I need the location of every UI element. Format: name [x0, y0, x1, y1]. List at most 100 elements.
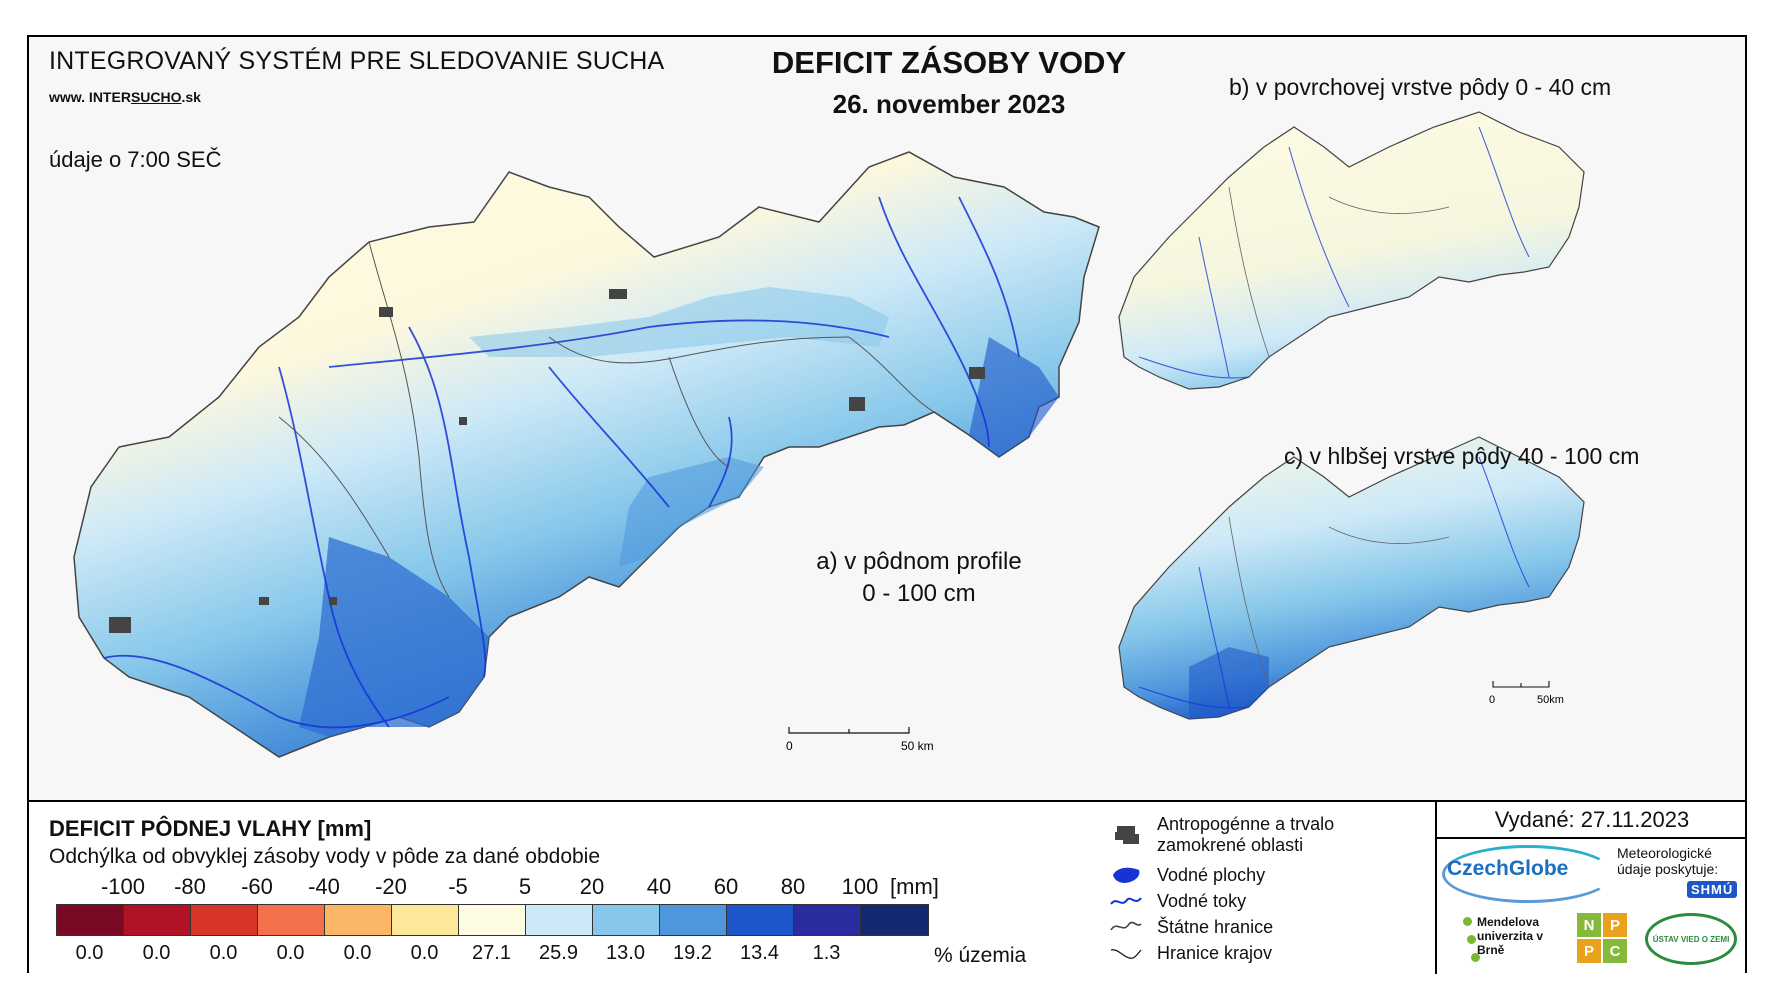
legend-swatch	[526, 905, 593, 935]
inset-c-territory	[1118, 436, 1585, 720]
legend-swatch	[124, 905, 191, 935]
legend-percentage: 25.9	[539, 942, 578, 964]
maps-canvas: 0 50 km	[73, 111, 1585, 758]
legend-unit: [mm]	[890, 874, 939, 899]
legend-tick-label: -80	[174, 874, 206, 899]
legend-tick-label: -100	[100, 874, 146, 899]
legend-tick-label: 20	[579, 874, 605, 899]
organization-title: INTEGROVANÝ SYSTÉM PRE SLEDOVANIE SUCHA	[49, 47, 665, 75]
symbol-anthropogenic: Antropogénne a trvalo zamokrené oblasti	[1109, 814, 1377, 856]
river-icon	[1110, 897, 1142, 905]
inset-scale-start: 0	[1489, 694, 1495, 706]
legend-swatch	[392, 905, 459, 935]
symbol-legend: Antropogénne a trvalo zamokrené oblasti …	[1109, 802, 1439, 974]
legend-tick-label: 5	[518, 874, 532, 899]
czechglobe-logo-ring	[1442, 845, 1614, 903]
legend-percentage: 0.0	[209, 942, 238, 964]
issued-date: Vydané: 27.11.2023	[1437, 802, 1747, 839]
main-map-label-line1: a) v pôdnom profile	[816, 548, 1022, 575]
legend-percentage: 0.0	[75, 942, 104, 964]
symbol-region-border: Hranice krajov	[1109, 942, 1272, 964]
legend-swatch	[794, 905, 861, 935]
legend-title: DEFICIT PÔDNEJ VLAHY [mm]	[49, 816, 372, 841]
mendel-logo: Mendelova univerzita v Brně	[1477, 915, 1544, 957]
website-link[interactable]: www. INTERSUCHO.sk	[49, 89, 201, 105]
legend-tick-label: 100	[841, 874, 879, 899]
water-area-icon	[1113, 867, 1140, 883]
inset-scale-bar: 0 50km	[1489, 681, 1564, 706]
legend-percentage: 13.0	[606, 942, 645, 964]
observation-time: údaje o 7:00 SEČ	[49, 147, 222, 172]
legend-swatch	[593, 905, 660, 935]
main-scale-end: 50 km	[901, 739, 934, 753]
legend-swatch	[861, 905, 928, 935]
inset-b-region-borders	[1228, 186, 1450, 358]
inset-c-rivers	[1138, 456, 1530, 709]
legend-ticks: -100 -80 -60 -40 -20 -5 5 20 40 60 80 100 [mm]	[49, 874, 1009, 902]
legend-swatch	[660, 905, 727, 935]
symbol-water-streams: Vodné toky	[1109, 890, 1246, 912]
nppc-logo: N P P C	[1577, 913, 1627, 963]
legend-percentage: 1.3	[812, 942, 841, 964]
main-scale-bar: 0 50 km	[786, 727, 934, 753]
legend-panel: DEFICIT PÔDNEJ VLAHY [mm] Odchýlka od ob…	[29, 800, 1747, 975]
legend-percentage: 0.0	[276, 942, 305, 964]
legend-percentage: 0.0	[410, 942, 439, 964]
legend-swatch	[325, 905, 392, 935]
legend-tick-label: -60	[241, 874, 273, 899]
legend-swatch	[191, 905, 258, 935]
uvz-logo-ring	[1645, 913, 1737, 965]
legend-subtitle: Odchýlka od obvyklej zásoby vody v pôde …	[49, 845, 601, 868]
inset-map-c: 0 50km	[1118, 436, 1585, 720]
legend-swatch	[57, 905, 124, 935]
legend-swatch	[727, 905, 794, 935]
issuer-panel: Vydané: 27.11.2023 CzechGlobe Meteorolog…	[1435, 802, 1747, 974]
czechglobe-logo: CzechGlobe	[1447, 857, 1569, 880]
uvz-logo: ÚSTAV VIED O ZEMI	[1652, 935, 1730, 944]
partner-logos: CzechGlobe Meteorologické údaje poskytuj…	[1437, 839, 1747, 974]
legend-percentage: 27.1	[472, 942, 511, 964]
region-border-icon	[1110, 949, 1142, 959]
legend-colorbar	[56, 904, 929, 936]
legend-swatch	[459, 905, 526, 935]
main-map-label: a) v pôdnom profile 0 - 100 cm	[799, 546, 1039, 610]
map-title: DEFICIT ZÁSOBY VODY	[771, 45, 1127, 80]
anthropogenic-area-icon	[1115, 826, 1139, 844]
legend-tick-label: -5	[448, 874, 468, 899]
legend-tick-label: 80	[780, 874, 806, 899]
legend-tick-label: -20	[375, 874, 407, 899]
inset-b-label: b) v povrchovej vrstve pôdy 0 - 40 cm	[1229, 74, 1612, 100]
main-map-territory	[73, 151, 1100, 758]
inset-c-region-borders	[1228, 516, 1450, 688]
shmu-logo: SHMÚ	[1687, 881, 1738, 898]
main-map: 0 50 km	[73, 151, 1100, 758]
main-rivers	[103, 196, 1020, 729]
symbol-water-areas: Vodné plochy	[1109, 864, 1265, 886]
central-deficit	[619, 457, 764, 567]
legend-tick-label: 40	[646, 874, 672, 899]
inset-b-rivers	[1138, 126, 1530, 379]
main-region-borders	[278, 241, 935, 598]
legend-tick-label: -40	[308, 874, 340, 899]
legend-percentage: 0.0	[343, 942, 372, 964]
map-date: 26. november 2023	[832, 89, 1066, 119]
anthropogenic-areas	[109, 289, 985, 633]
map-frame: INTEGROVANÝ SYSTÉM PRE SLEDOVANIE SUCHA …	[27, 35, 1747, 975]
inset-scale-end: 50km	[1537, 694, 1564, 706]
inset-map-b	[1118, 111, 1585, 390]
state-border-icon	[1110, 921, 1142, 931]
inset-b-territory	[1118, 111, 1585, 390]
inset-c-label: c) v hlbšej vrstve pôdy 40 - 100 cm	[1284, 443, 1640, 469]
southwest-deep-deficit	[299, 537, 489, 737]
legend-percentage: 0.0	[142, 942, 171, 964]
legend-percentage: 19.2	[673, 942, 712, 964]
main-map-label-line2: 0 - 100 cm	[862, 580, 976, 607]
main-scale-start: 0	[786, 739, 793, 753]
meteo-provider-label: Meteorologické údaje poskytuje:	[1617, 845, 1719, 877]
inset-c-deep-deficit	[1189, 647, 1269, 719]
east-deep-deficit	[969, 337, 1059, 457]
legend-percentages: 0.0 0.0 0.0 0.0 0.0 0.0 27.1 25.9 13.0 19.2 13.4 1.…	[56, 942, 876, 966]
symbol-state-border: Štátne hranice	[1109, 916, 1273, 938]
percent-label: % územia	[934, 944, 1027, 967]
legend-tick-label: 60	[713, 874, 739, 899]
